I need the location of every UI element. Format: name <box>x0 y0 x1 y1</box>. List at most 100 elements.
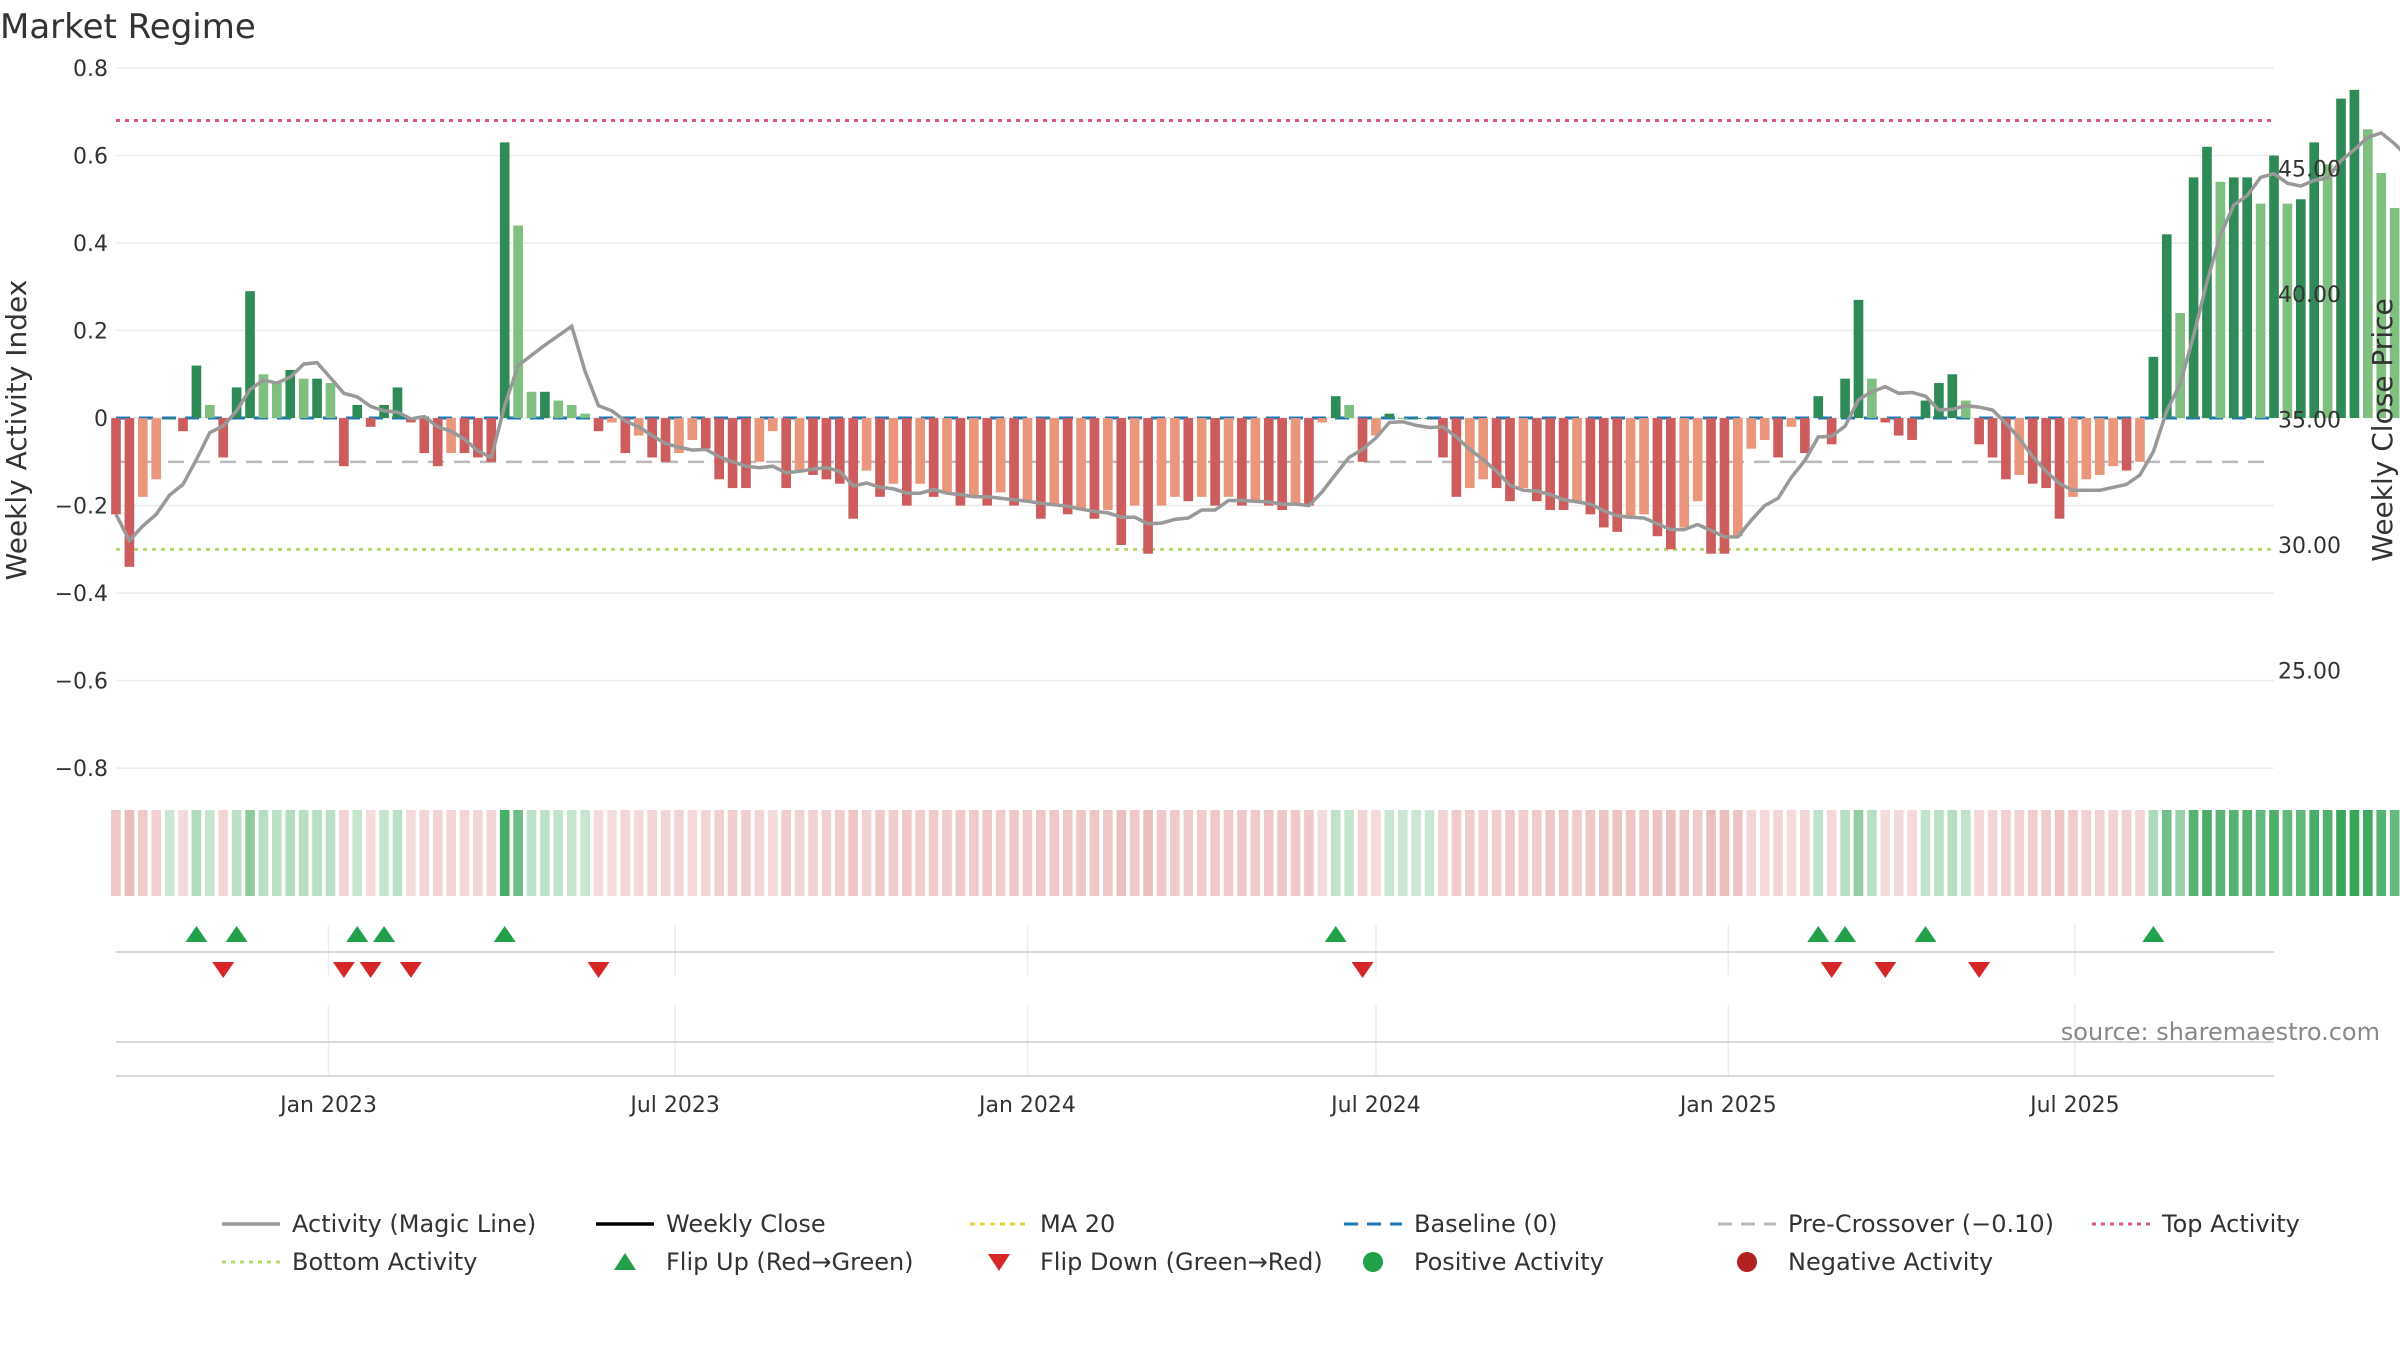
flip-up-marker <box>1324 926 1347 942</box>
legend-label: Bottom Activity <box>292 1248 477 1276</box>
activity-bar <box>1196 418 1207 497</box>
activity-bar <box>969 418 979 497</box>
regime-cell <box>339 810 349 896</box>
activity-bar <box>2242 177 2253 419</box>
chart-title: Market Regime <box>0 7 256 47</box>
activity-bar <box>1156 418 1167 506</box>
activity-bar <box>1598 418 1609 528</box>
activity-bar <box>1116 418 1127 545</box>
flip-up-marker <box>1807 926 1830 942</box>
activity-bar <box>1357 418 1368 462</box>
activity-bar <box>1304 418 1314 506</box>
activity-bar <box>1143 418 1153 554</box>
regime-cell <box>1733 810 1743 896</box>
flip-up-marker <box>225 926 248 942</box>
activity-bar <box>2068 418 2078 497</box>
activity-bar <box>1813 396 1824 419</box>
activity-bar <box>432 418 443 467</box>
regime-cell <box>1612 810 1623 896</box>
regime-cell <box>674 810 684 896</box>
regime-cell <box>2389 810 2400 896</box>
activity-bar <box>1317 418 1328 423</box>
flip-down-marker <box>1968 962 1991 978</box>
regime-cell <box>781 810 792 896</box>
activity-bar <box>339 418 349 467</box>
regime-cell <box>245 810 255 896</box>
activity-bar <box>2094 418 2105 475</box>
activity-bar <box>325 383 336 419</box>
legend-item-close: Weekly Close <box>596 1210 826 1238</box>
regime-cell <box>1840 810 1850 896</box>
activity-bar <box>821 418 832 480</box>
regime-cell <box>1545 810 1556 896</box>
activity-bar <box>1800 418 1810 454</box>
regime-cell <box>352 810 363 896</box>
activity-bar <box>2282 203 2293 419</box>
regime-cell <box>473 810 483 896</box>
regime-cell <box>821 810 832 896</box>
regime-cell <box>298 810 309 896</box>
regime-cell <box>513 810 523 896</box>
legend-label: Positive Activity <box>1414 1248 1604 1276</box>
regime-cell <box>151 810 162 896</box>
regime-cell <box>660 810 671 896</box>
regime-cell <box>1371 810 1381 896</box>
regime-cell <box>1223 810 1234 896</box>
regime-cell <box>1143 810 1153 896</box>
regime-cell <box>432 810 443 896</box>
regime-cell <box>687 810 698 896</box>
regime-strip <box>111 810 2400 896</box>
activity-bar <box>1397 418 1408 420</box>
flip-up-marker <box>185 926 208 942</box>
regime-cell <box>1451 810 1462 896</box>
regime-cell <box>2121 810 2132 896</box>
activity-bar <box>2363 129 2373 419</box>
activity-bar <box>2309 142 2320 419</box>
regime-cell <box>1960 810 1971 896</box>
legend-label: MA 20 <box>1040 1210 1115 1238</box>
regime-cell <box>205 810 215 896</box>
activity-bar <box>1666 418 1676 550</box>
y-right-tick-label: 30.00 <box>2278 534 2341 559</box>
regime-cell <box>2255 810 2266 896</box>
regime-cell <box>137 810 148 896</box>
regime-cell <box>1237 810 1247 896</box>
regime-cell <box>2081 810 2092 896</box>
activity-bar <box>2081 418 2092 480</box>
activity-bar <box>245 291 255 419</box>
regime-cell <box>392 810 403 896</box>
flip-down-marker <box>399 962 422 978</box>
activity-bar <box>1759 418 1770 440</box>
regime-cell <box>741 810 751 896</box>
regime-cell <box>111 810 121 896</box>
activity-bar <box>1773 418 1783 458</box>
regime-cell <box>1009 810 1019 896</box>
activity-bar <box>2001 418 2011 480</box>
y-right-tick-label: 40.00 <box>2278 283 2341 308</box>
regime-cell <box>1947 810 1958 896</box>
regime-cell <box>486 810 497 896</box>
regime-cell <box>1719 810 1730 896</box>
regime-cell <box>580 810 590 896</box>
regime-cell <box>955 810 966 896</box>
regime-cell <box>1129 810 1140 896</box>
activity-bar <box>446 418 456 454</box>
activity-bar <box>124 418 135 567</box>
flip-down-marker <box>359 962 382 978</box>
legend-item-flipup: Flip Up (Red→Green) <box>614 1248 914 1276</box>
activity-bar <box>1089 418 1100 519</box>
activity-bar <box>1384 413 1395 419</box>
activity-bar <box>1076 418 1086 510</box>
legend-item-top: Top Activity <box>2092 1210 2300 1238</box>
x-tick-label: Jul 2025 <box>2028 1093 2120 1118</box>
flip-up-marker <box>373 926 396 942</box>
y-left-tick-label: −0.4 <box>55 582 108 607</box>
regime-cell <box>1196 810 1207 896</box>
activity-bar <box>1867 378 1877 419</box>
activity-bar <box>1451 418 1462 497</box>
activity-bar <box>1974 418 1984 445</box>
activity-bar <box>2255 203 2266 419</box>
activity-bar <box>1853 299 1864 419</box>
activity-bar <box>741 418 751 489</box>
activity-bar <box>754 418 765 462</box>
